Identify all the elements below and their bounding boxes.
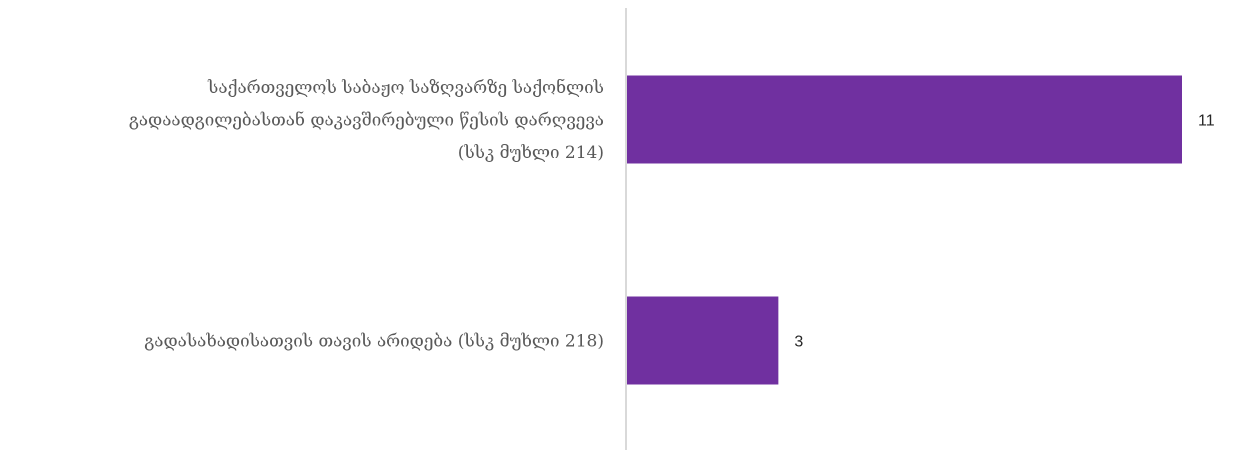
category-label-0-line-2: (სსკ მუხლი 214) xyxy=(458,143,604,163)
category-label-0-line-0: საქართველოს საბაჟო საზღვარზე საქონლის xyxy=(207,78,604,98)
value-label-0: 11 xyxy=(1198,113,1215,130)
bar-0 xyxy=(627,75,1182,164)
category-label-1-line-0: გადასახადისათვის თავის არიდება (სსკ მუხლ… xyxy=(144,332,604,352)
bar-1 xyxy=(627,296,779,385)
value-label-1: 3 xyxy=(794,334,803,351)
category-label-0-line-1: გადაადგილებასთან დაკავშირებული წესის დარ… xyxy=(129,111,604,131)
